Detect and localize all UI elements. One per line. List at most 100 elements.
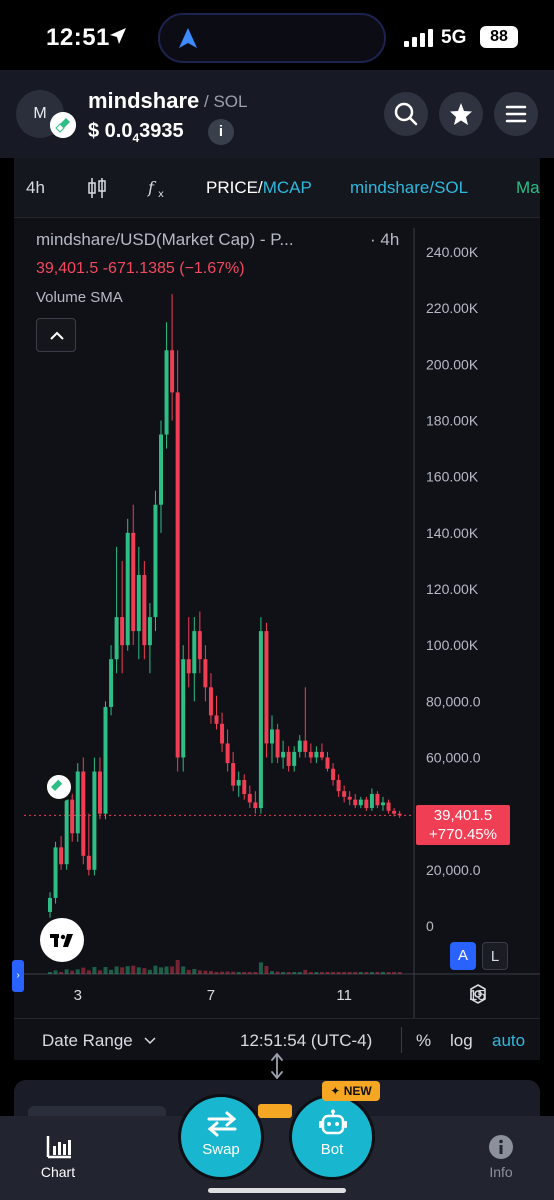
drawing-tools-handle[interactable]: › (12, 960, 24, 992)
star-icon (450, 103, 472, 125)
bot-button[interactable]: Bot (289, 1094, 375, 1180)
indicators-fx-icon[interactable]: f x (146, 176, 170, 200)
ma-indicator-button[interactable]: Ma (516, 178, 540, 197)
token-marker-icon[interactable] (44, 772, 74, 802)
candle-body (386, 802, 391, 811)
candle-body (397, 813, 402, 816)
volume-bar (369, 972, 374, 974)
volume-bar (336, 972, 341, 974)
price-mcap-toggle[interactable]: PRICE/MCAP (206, 178, 312, 198)
price-digits: 3935 (139, 120, 184, 142)
volume-bar (97, 970, 102, 974)
candlestick-chart[interactable]: 240.00K 220.00K 200.00K 180.00K 160.00K 140.0… (14, 218, 540, 1018)
volume-bar (342, 972, 347, 974)
candle-body (64, 799, 69, 865)
bottom-navigation (0, 1116, 554, 1200)
y-tick-label: 140.00K (426, 525, 479, 541)
date-range-selector[interactable]: Date Range (42, 1031, 157, 1051)
search-button[interactable] (384, 92, 428, 136)
swap-button[interactable]: Swap (178, 1094, 264, 1180)
chart-clock[interactable]: 12:51:54 (UTC-4) (240, 1031, 373, 1050)
candle-body (286, 751, 291, 766)
volume-bar (253, 972, 258, 974)
volume-bar (86, 970, 91, 974)
candle-body (81, 771, 86, 856)
volume-bar (92, 967, 97, 974)
auto-scale-toggle[interactable]: auto (492, 1031, 526, 1050)
price-prefix: $ 0.0 (88, 120, 133, 142)
candle-body (70, 799, 75, 834)
resize-drag-icon[interactable] (266, 1052, 288, 1080)
svg-text:f: f (147, 178, 157, 197)
menu-button[interactable] (494, 92, 538, 136)
log-scale-button[interactable]: L (482, 942, 508, 970)
search-icon (394, 102, 418, 126)
volume-bar (197, 970, 202, 974)
volume-bar (208, 971, 213, 974)
bar-chart-icon (46, 1136, 71, 1159)
y-tick-label: 80,000.0 (426, 693, 481, 709)
volume-bar (270, 971, 274, 974)
volume-bar (64, 969, 69, 974)
volume-bar (153, 965, 158, 974)
volume-bar (109, 969, 114, 974)
candle-body (159, 434, 163, 505)
volume-bar (375, 972, 380, 974)
new-badge-label: NEW (343, 1084, 372, 1098)
auto-scale-button[interactable]: A (450, 942, 476, 970)
collapse-legend-button[interactable] (36, 318, 76, 352)
y-tick-label: 0 (426, 918, 434, 934)
volume-bar (292, 972, 297, 974)
pair-selector[interactable]: mindshare/SOL (350, 178, 469, 197)
candlestick-type-icon[interactable] (86, 176, 108, 200)
cellular-signal-icon (404, 29, 434, 47)
network-type: 5G (441, 27, 467, 48)
chart-settings-icon[interactable] (466, 982, 490, 1006)
volume-bar (258, 962, 263, 974)
tradingview-logo[interactable] (40, 918, 84, 962)
y-tick-label: 240.00K (426, 244, 479, 260)
location-arrow-icon (110, 28, 126, 44)
candle-body (114, 617, 119, 660)
y-tick-label: 60,000.0 (426, 750, 481, 766)
volume-bar (120, 967, 125, 974)
volume-bar (364, 972, 369, 974)
candle-body (325, 757, 330, 769)
y-tick-label: 160.00K (426, 469, 479, 485)
candle-body (197, 631, 202, 660)
candle-body (392, 810, 397, 814)
candle-body (319, 751, 324, 758)
volume-bar (353, 972, 358, 974)
chart-legend-title: mindshare/USD(Market Cap) - P... (36, 230, 294, 249)
volume-bar (125, 966, 130, 974)
volume-bar (59, 972, 64, 974)
volume-bar (170, 966, 175, 974)
chevron-down-icon (144, 1037, 156, 1045)
volume-bar (236, 972, 241, 974)
candle-body (303, 740, 308, 752)
candle-body (364, 799, 369, 809)
bot-label: Bot (320, 1141, 344, 1158)
percent-scale-button[interactable]: % (416, 1031, 432, 1050)
favorite-button[interactable] (439, 92, 483, 136)
candle-body (292, 751, 297, 766)
chevron-up-icon (50, 331, 64, 340)
volume-bar (159, 967, 163, 974)
candle-body (264, 631, 269, 744)
y-tick-label: 120.00K (426, 581, 479, 597)
candle-body (120, 617, 125, 646)
dynamic-island[interactable] (158, 13, 386, 63)
token-name[interactable]: mindshare (88, 88, 200, 113)
bottom-divider (401, 1027, 402, 1053)
sparkle-icon: ✦ (330, 1084, 344, 1098)
robot-icon (319, 1109, 347, 1135)
price-info-icon[interactable]: i (208, 119, 234, 145)
candle-body (142, 574, 147, 646)
x-tick-label: 11 (336, 987, 352, 1004)
volume-bar (386, 972, 391, 974)
candle-body (53, 847, 58, 898)
log-scale-toggle[interactable]: log (450, 1031, 473, 1050)
volume-bar (175, 960, 180, 974)
candle-body (170, 350, 175, 393)
timeframe-selector[interactable]: 4h (26, 178, 45, 197)
